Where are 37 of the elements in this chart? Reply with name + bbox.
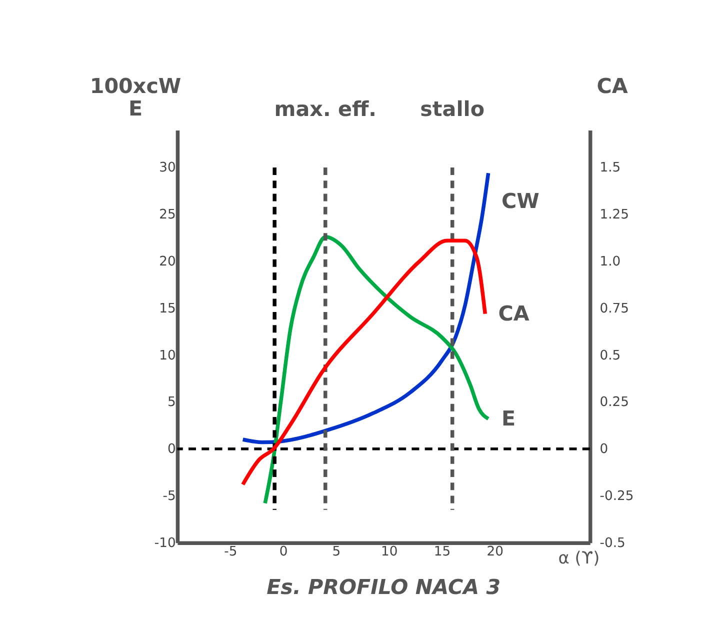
- ref-line-label: stallo: [420, 96, 485, 121]
- y-tick-label: 20: [159, 254, 176, 270]
- series-label: CW: [501, 188, 540, 213]
- y-tick-label: -5: [162, 488, 176, 504]
- text: E: [128, 96, 143, 120]
- x-tick-label: 10: [380, 544, 398, 560]
- y2-tick-label: 0.5: [600, 348, 621, 364]
- y-tick-label: -10: [154, 536, 176, 551]
- y2-axis-title: CA: [596, 74, 628, 98]
- x-tick-label: -5: [224, 544, 238, 560]
- x-tick-label: 5: [332, 544, 341, 560]
- y2-tick-label: 0.25: [600, 395, 629, 410]
- x-axis-title: α (ϒ): [558, 548, 600, 568]
- y-tick-label: 30: [159, 160, 176, 176]
- text: 100xcW: [90, 74, 182, 98]
- line-series: [240, 238, 488, 486]
- y-tick-label: 0: [168, 442, 176, 458]
- series-label: CA: [498, 301, 530, 326]
- y2-tick-label: 1.25: [600, 208, 629, 223]
- y2-tick-label: -0.5: [600, 536, 626, 551]
- y2-tick-label: 1.5: [600, 160, 621, 176]
- y2-tick-label: 0: [600, 442, 608, 458]
- text: Es. PROFILO NACA 3: [266, 575, 501, 600]
- y-tick-label: 15: [159, 301, 176, 316]
- line-series: [240, 171, 490, 444]
- x-tick-label: 15: [434, 544, 451, 560]
- series-label: E: [501, 406, 516, 430]
- y-tick-label: 25: [159, 208, 176, 223]
- y2-tick-label: 0.75: [600, 301, 629, 316]
- x-tick-label: 0: [279, 544, 288, 560]
- y2-tick-label: 1.0: [600, 254, 621, 270]
- y2-tick-label: -0.25: [600, 488, 634, 504]
- line-series: [263, 235, 490, 506]
- y-tick-label: 10: [159, 348, 176, 364]
- x-tick-label: 20: [486, 544, 504, 560]
- ref-line-label: max. eff.: [274, 96, 377, 121]
- y-tick-label: 5: [168, 395, 176, 410]
